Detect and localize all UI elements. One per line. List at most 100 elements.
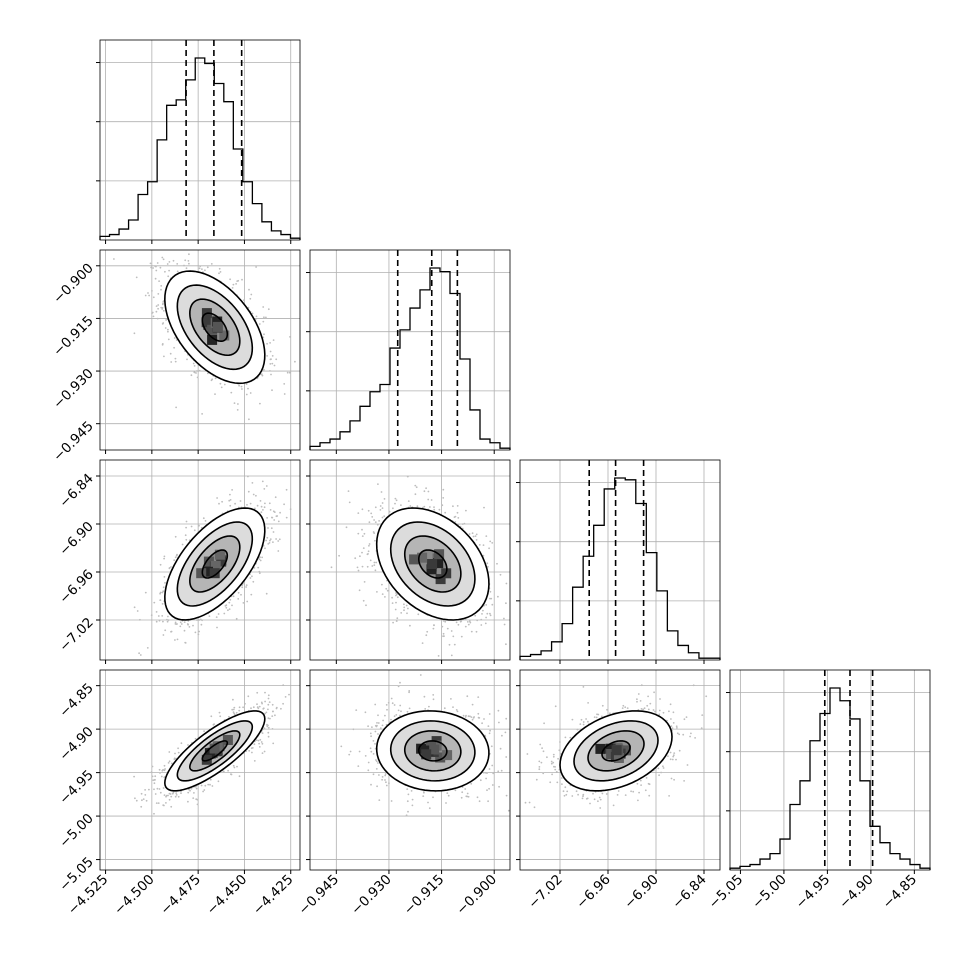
scatter-point xyxy=(201,619,204,622)
scatter-point xyxy=(208,615,211,617)
scatter-point xyxy=(505,643,507,646)
scatter-point xyxy=(192,624,194,627)
scatter-point xyxy=(425,487,427,490)
scatter-point xyxy=(193,529,196,532)
scatter-point xyxy=(164,629,167,632)
density-core xyxy=(196,549,227,579)
density-cell xyxy=(427,559,438,569)
panel-frame xyxy=(519,459,721,661)
scatter-point xyxy=(262,320,265,323)
scatter-point xyxy=(446,627,449,630)
density-panel-1-2 xyxy=(309,459,517,667)
scatter-point xyxy=(461,665,463,667)
scatter-point xyxy=(379,505,382,507)
scatter-point xyxy=(258,570,261,573)
scatter-point xyxy=(273,519,276,521)
density-cell xyxy=(433,558,444,569)
scatter-point xyxy=(238,706,241,709)
histogram-panel-0 xyxy=(96,39,301,241)
scatter-point xyxy=(170,630,173,633)
scatter-point xyxy=(261,556,263,559)
scatter-point xyxy=(259,559,262,562)
scatter-point xyxy=(174,360,177,363)
scatter-point xyxy=(416,505,419,508)
scatter-point xyxy=(266,517,268,519)
scatter-point xyxy=(361,528,363,531)
scatter-point xyxy=(374,569,377,572)
scatter-point xyxy=(415,486,418,489)
scatter-point xyxy=(515,578,517,580)
scatter-point xyxy=(371,516,374,518)
scatter-point xyxy=(255,315,258,318)
scatter-point xyxy=(453,643,456,646)
scatter-point xyxy=(197,633,200,636)
scatter-point xyxy=(471,532,474,535)
scatter-point xyxy=(261,374,264,377)
scatter-point xyxy=(362,599,365,602)
scatter-point xyxy=(265,592,268,595)
scatter-point xyxy=(173,559,176,562)
scatter-point xyxy=(442,620,445,622)
scatter-point xyxy=(166,263,169,265)
scatter-point xyxy=(170,361,173,363)
scatter-point xyxy=(163,555,166,558)
scatter-point xyxy=(181,543,184,546)
scatter-point xyxy=(162,590,165,593)
scatter-point xyxy=(433,508,436,511)
scatter-point xyxy=(468,533,471,535)
scatter-point xyxy=(381,593,384,595)
scatter-point xyxy=(149,262,152,265)
scatter-point xyxy=(405,604,408,607)
scatter-point xyxy=(262,306,265,308)
contour-line xyxy=(417,549,448,579)
scatter-point xyxy=(196,376,199,379)
scatter-point xyxy=(251,482,254,484)
scatter-point xyxy=(154,793,157,795)
scatter-point xyxy=(368,521,371,524)
scatter-point xyxy=(452,635,455,638)
scatter-point xyxy=(497,595,499,598)
scatter-point xyxy=(269,370,271,372)
scatter-point xyxy=(272,339,275,341)
scatter-point xyxy=(233,706,236,709)
scatter-point xyxy=(253,567,256,569)
scatter-point xyxy=(271,389,273,392)
scatter-point xyxy=(230,391,233,394)
scatter-point xyxy=(233,402,236,404)
scatter-point xyxy=(259,556,261,559)
scatter-point xyxy=(485,616,487,619)
scatter-point xyxy=(236,765,238,768)
scatter-point xyxy=(231,489,234,491)
scatter-point xyxy=(262,509,264,511)
scatter-point xyxy=(457,517,460,519)
scatter-point xyxy=(160,306,163,309)
scatter-point xyxy=(263,750,266,753)
histogram-step xyxy=(99,57,301,240)
scatter-point xyxy=(195,787,198,790)
scatter-point xyxy=(228,608,231,610)
contour-line xyxy=(176,521,254,607)
scatter-point xyxy=(499,573,502,576)
scatter-point xyxy=(113,258,115,260)
scatter-point xyxy=(157,293,160,295)
scatter-point xyxy=(255,739,258,741)
scatter-point xyxy=(161,615,164,617)
scatter-point xyxy=(267,708,269,711)
scatter-point xyxy=(258,746,261,748)
scatter-point xyxy=(232,283,235,286)
scatter-point xyxy=(442,488,445,491)
scatter-point xyxy=(338,554,340,557)
scatter-point xyxy=(261,752,264,754)
scatter-point xyxy=(488,547,490,550)
scatter-point xyxy=(392,621,394,624)
scatter-point xyxy=(472,535,475,538)
scatter-point xyxy=(392,507,394,510)
scatter-point xyxy=(427,490,430,493)
scatter-point xyxy=(161,343,164,346)
scatter-point xyxy=(248,418,250,421)
scatter-point xyxy=(261,480,264,483)
scatter-point xyxy=(277,550,280,552)
scatter-point xyxy=(359,555,361,558)
scatter-point xyxy=(217,613,220,615)
scatter-point xyxy=(188,253,190,256)
